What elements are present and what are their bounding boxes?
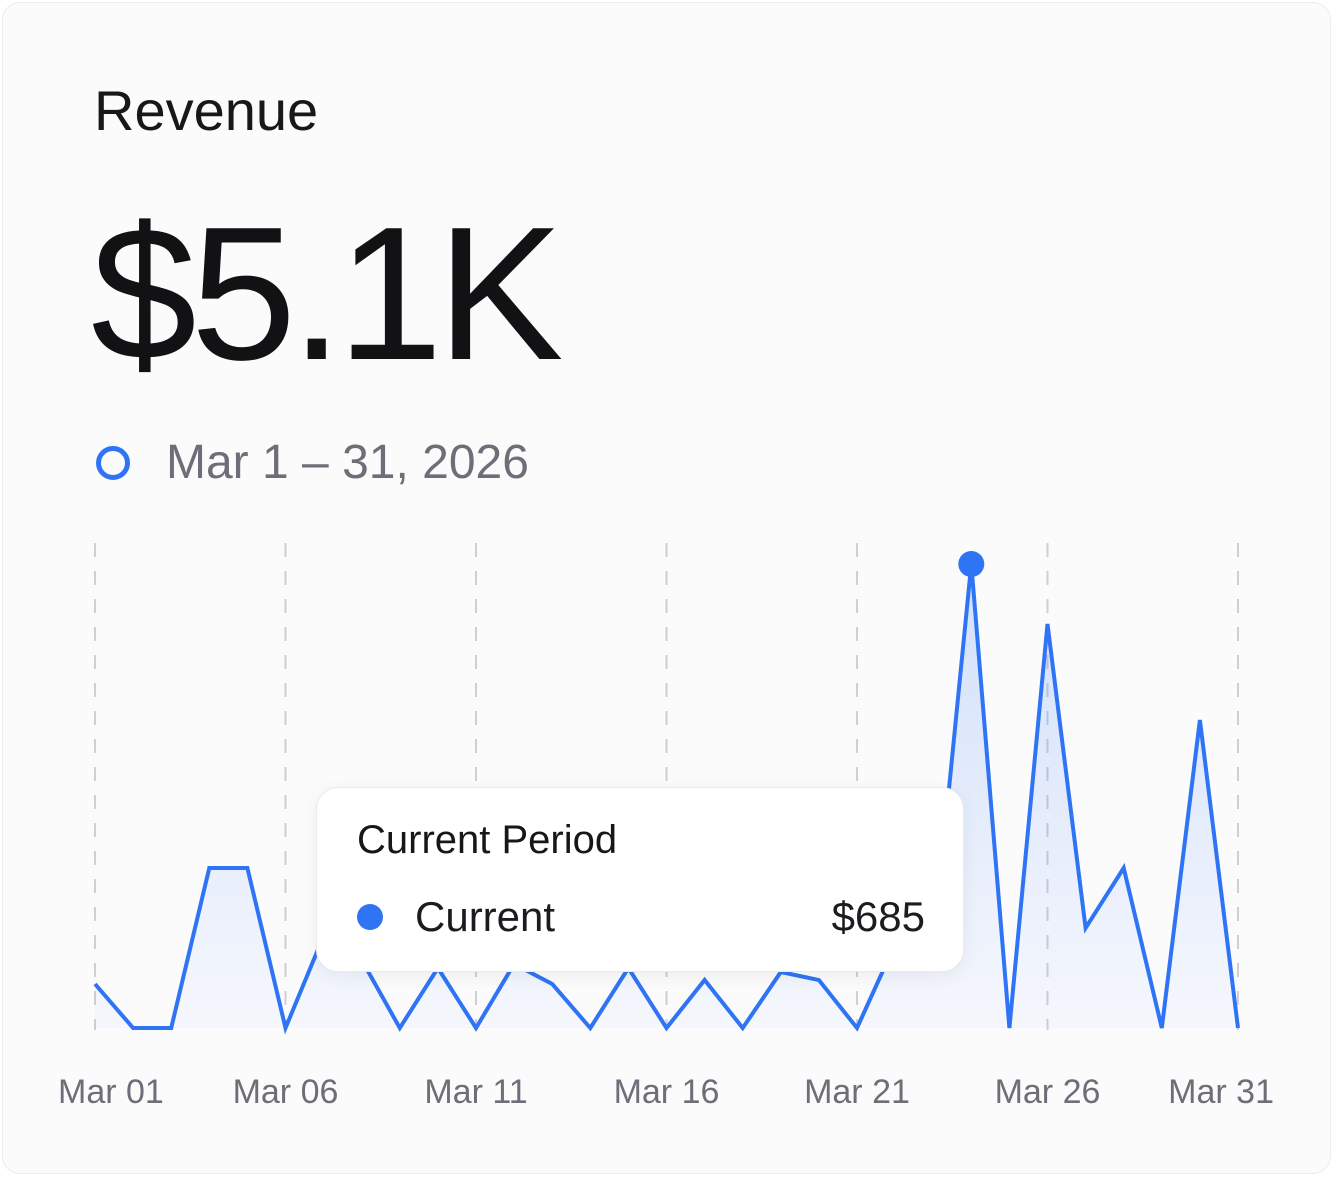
tooltip-value: $685	[831, 893, 925, 940]
period-indicator: Mar 1 – 31, 2026	[96, 437, 529, 489]
x-tick-label: Mar 01	[58, 1073, 164, 1111]
tooltip-series-label: Current	[415, 893, 556, 940]
highlighted-point[interactable]	[958, 551, 985, 577]
card-title: Revenue	[94, 79, 319, 142]
period-ring-icon	[96, 446, 130, 480]
tooltip-row: Current $685	[357, 896, 925, 938]
tooltip-title: Current Period	[357, 818, 618, 862]
x-tick-label: Mar 11	[424, 1073, 527, 1111]
x-axis-ticks: Mar 01 Mar 06 Mar 11 Mar 16 Mar 21 Mar 26 Mar …	[58, 1073, 1274, 1111]
x-tick-label: Mar 26	[995, 1073, 1101, 1111]
chart-tooltip: Current Period Current $685	[316, 787, 964, 972]
x-tick-label: Mar 21	[804, 1073, 910, 1111]
revenue-total: $5.1K	[91, 188, 564, 400]
series-line	[93, 563, 1240, 1035]
period-label: Mar 1 – 31, 2026	[166, 436, 529, 489]
x-tick-label: Mar 06	[233, 1073, 339, 1111]
x-tick-label: Mar 31	[1168, 1073, 1274, 1111]
series-dot-icon	[357, 904, 383, 930]
x-tick-label: Mar 16	[614, 1073, 720, 1111]
